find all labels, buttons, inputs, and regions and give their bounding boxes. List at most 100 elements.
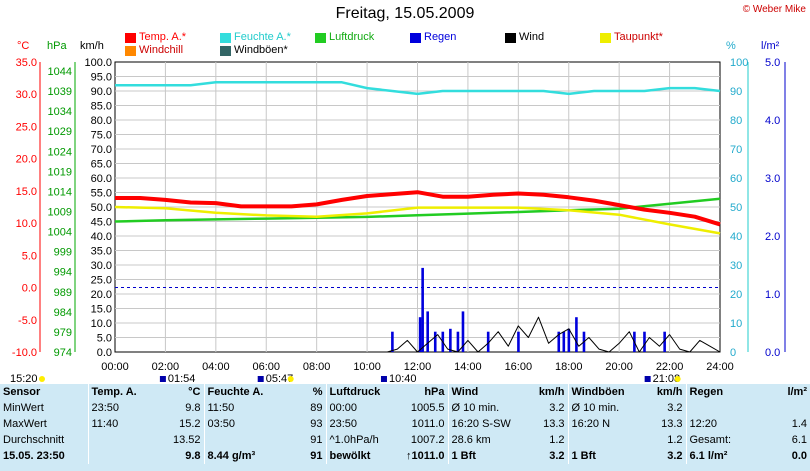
- pressure-tick-label: 974: [54, 347, 72, 359]
- humidity-tick-label: 100: [730, 57, 748, 69]
- temp-tick-label: 20.0: [16, 154, 37, 166]
- pressure-tick-label: 1039: [48, 86, 72, 98]
- temp-tick-label: 35.0: [16, 57, 37, 69]
- x-tick-label: 04:00: [202, 361, 230, 373]
- legend-swatch-rain: [410, 33, 421, 43]
- wind-tick-label: 30.0: [91, 260, 112, 272]
- rain-bar: [557, 331, 561, 352]
- stats-row: MinWert 23:50 9.8 11:50 89 00:00 1005.5 Ø 10 mi…: [0, 400, 810, 416]
- stats-cell: MinWert: [3, 401, 44, 414]
- stats-cell: 28.6 km: [447, 432, 518, 448]
- wind-tick-label: 45.0: [91, 217, 112, 229]
- wind-tick-label: 20.0: [91, 289, 112, 301]
- rain-bar: [449, 328, 452, 352]
- stats-cell: ↑1011.0: [405, 449, 445, 462]
- pressure-tick-label: 1034: [48, 106, 72, 118]
- stats-row: Durchschnitt 13.52 91 ^1.0hPa/h 1007.2 28.6 k…: [0, 432, 810, 448]
- stats-cell: 6.1: [791, 433, 807, 446]
- rain-bar: [486, 331, 490, 352]
- rain-bar: [562, 331, 566, 352]
- stats-cell: 1 Bft: [567, 448, 636, 464]
- rain-tick-label: 4.0: [765, 115, 780, 127]
- x-tick-label: 08:00: [303, 361, 331, 373]
- stats-cell: [685, 400, 746, 416]
- stats-cell: 00:00: [325, 400, 386, 416]
- stats-cell: 91: [310, 433, 323, 446]
- copyright-label: © Weber Mike: [742, 4, 806, 15]
- humidity-axis-unit: %: [726, 40, 736, 52]
- rain-bar: [433, 331, 437, 352]
- stats-cell: 13.3: [543, 417, 565, 430]
- stats-cell: 6.1 l/m²: [685, 448, 746, 464]
- stats-cell: 03:50: [203, 416, 266, 432]
- wind-tick-label: 60.0: [91, 173, 112, 185]
- stats-cell: 15.05. 23:50: [3, 449, 65, 462]
- humidity-tick-label: 30: [730, 260, 742, 272]
- wind-tick-label: 85.0: [91, 101, 112, 113]
- time-marker-label: 15:20: [10, 373, 38, 384]
- legend-item-rain: Regen: [424, 31, 457, 43]
- rain-bar: [567, 328, 571, 352]
- stats-cell: 11:40: [87, 416, 148, 432]
- pressure-tick-label: 999: [54, 247, 72, 259]
- stats-cell: [746, 400, 810, 416]
- x-tick-label: 14:00: [454, 361, 482, 373]
- humidity-tick-label: 60: [730, 173, 742, 185]
- pressure-tick-label: 1009: [48, 207, 72, 219]
- x-tick-label: 22:00: [656, 361, 684, 373]
- stats-cell: [87, 432, 148, 448]
- stats-cell: 3.2: [549, 401, 565, 414]
- time-marker: [159, 376, 166, 382]
- wind-tick-label: 15.0: [91, 304, 112, 316]
- stats-cell: Feuchte A.: [203, 384, 266, 400]
- temperature-line: [115, 190, 721, 227]
- legend-swatch-dewpoint: [600, 33, 611, 43]
- wind-tick-label: 0.0: [97, 347, 112, 359]
- stats-cell: 9.8: [185, 401, 201, 414]
- pressure-tick-label: 1044: [48, 66, 72, 78]
- statistics-panel: Sensor Temp. A. °C Feuchte A.% Luftdruck hPa W…: [0, 384, 810, 471]
- time-marker-label: 10:40: [389, 373, 417, 384]
- stats-cell: %: [312, 385, 323, 398]
- rain-bar: [426, 311, 429, 352]
- stats-cell: 1.2: [667, 433, 683, 446]
- humidity-tick-label: 70: [730, 144, 742, 156]
- chart-title: Freitag, 15.05.2009: [335, 5, 475, 22]
- rain-tick-label: 5.0: [765, 57, 780, 69]
- stats-cell: 13.52: [172, 433, 201, 446]
- stats-header-row: Sensor Temp. A. °C Feuchte A.% Luftdruck hPa W…: [0, 384, 810, 400]
- legend-swatch-pressure: [315, 33, 326, 43]
- stats-cell: [87, 448, 148, 464]
- stats-cell: [567, 432, 636, 448]
- x-tick-label: 00:00: [101, 361, 129, 373]
- humidity-tick-label: 50: [730, 202, 742, 214]
- stats-cell: Luftdruck: [325, 384, 386, 400]
- x-tick-label: 24:00: [706, 361, 734, 373]
- stats-row: 15.05. 23:50 9.8 8.44 g/m³ 91 bewölkt ↑1011.0…: [0, 448, 810, 464]
- rain-bar: [575, 317, 578, 352]
- wind-tick-label: 10.0: [91, 318, 112, 330]
- rain-bar: [461, 311, 465, 352]
- stats-cell: Temp. A.: [87, 384, 148, 400]
- sun-icon: [287, 376, 294, 382]
- temp-axis-unit: °C: [17, 40, 30, 52]
- temp-tick-label: 5.0: [22, 250, 37, 262]
- time-marker-label: 05:47: [266, 373, 294, 384]
- wind-tick-label: 5.0: [97, 333, 112, 345]
- temp-tick-label: 30.0: [16, 89, 37, 101]
- rain-tick-label: 3.0: [765, 173, 780, 185]
- pressure-tick-label: 1019: [48, 166, 72, 178]
- stats-cell: 1.4: [791, 417, 807, 430]
- temp-tick-label: 25.0: [16, 121, 37, 133]
- stats-cell: 89: [310, 401, 323, 414]
- wind-tick-label: 75.0: [91, 130, 112, 142]
- humidity-line: [115, 81, 721, 96]
- rain-bar: [456, 331, 460, 352]
- legend-item-wind: Wind: [519, 31, 545, 43]
- legend-swatch-gusts: [220, 46, 231, 56]
- humidity-tick-label: 40: [730, 231, 742, 243]
- stats-cell: °C: [188, 385, 201, 398]
- stats-cell: 9.8: [185, 449, 201, 462]
- legend-swatch-temp: [125, 33, 136, 43]
- rain-tick-label: 0.0: [765, 347, 780, 359]
